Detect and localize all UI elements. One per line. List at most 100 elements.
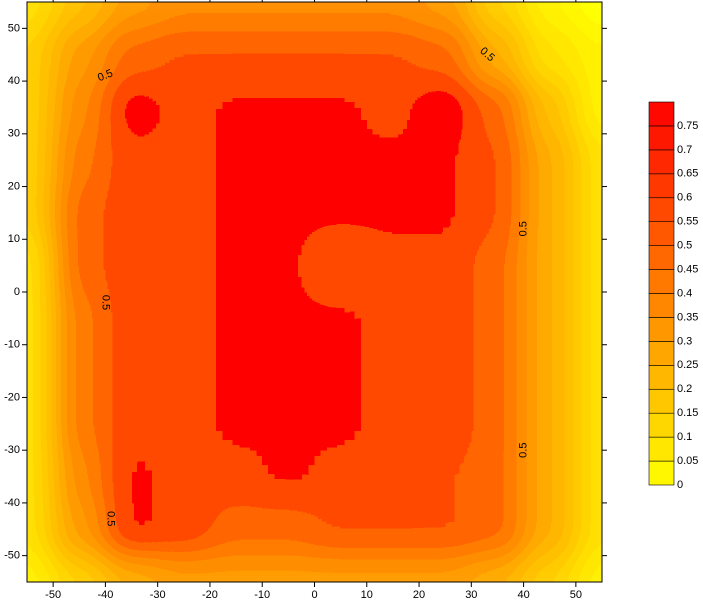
field-cell: [53, 239, 106, 293]
field-cell: [105, 2, 159, 29]
field-cell: [157, 186, 211, 240]
field-cell: [575, 292, 602, 346]
field-cell: [471, 133, 525, 188]
field-cell: [575, 450, 602, 504]
field-cell: [523, 397, 577, 451]
field-cell: [419, 555, 472, 582]
field-cell: [27, 292, 54, 346]
colorbar-box: [648, 436, 675, 462]
colorbar-label: 0.05: [677, 455, 698, 467]
colorbar-box: [648, 269, 675, 294]
colorbar-box: [648, 293, 675, 318]
field-cell: [105, 186, 159, 240]
field-cell: [471, 239, 525, 293]
field-cell: [209, 186, 263, 240]
field-cell: [53, 555, 106, 582]
y-tick-label: 40: [8, 75, 20, 87]
field-cell: [575, 133, 602, 188]
field-cell: [314, 344, 368, 398]
x-tick-label: -10: [254, 589, 270, 601]
field-cell: [471, 555, 525, 582]
field-cell: [262, 2, 315, 29]
field-cell: [157, 81, 211, 135]
field-cell: [53, 81, 106, 135]
colorbar-box: [648, 149, 675, 175]
colorbar-box: [648, 245, 675, 270]
field-cell: [523, 555, 577, 582]
field-cell: [209, 502, 263, 557]
field-cell: [27, 502, 54, 557]
x-tick-label: 50: [570, 589, 582, 601]
colorbar-box: [648, 341, 675, 366]
field-cell: [523, 239, 577, 293]
field-cell: [105, 28, 159, 82]
field-cell: [523, 292, 577, 346]
field-cell: [27, 397, 54, 451]
field-cell: [471, 2, 525, 29]
x-tick-label: 10: [361, 589, 373, 601]
contour-label: 0.5: [517, 443, 529, 458]
field-cell: [471, 450, 525, 504]
field-cell: [314, 28, 368, 82]
y-tick-label: 20: [8, 180, 20, 192]
colorbar-box: [648, 101, 675, 127]
field-cell: [53, 2, 106, 29]
field-cell: [157, 239, 211, 293]
field-cell: [157, 502, 211, 557]
field-cell: [314, 81, 368, 135]
field-cell: [157, 555, 211, 582]
field-cell: [209, 28, 263, 82]
colorbar-label: 0.45: [677, 263, 698, 275]
colorbar-label: 0.75: [677, 120, 698, 132]
field-cell: [105, 502, 159, 557]
field-cell: [105, 450, 159, 504]
y-tick-label: -40: [4, 497, 20, 509]
field-cell: [105, 555, 159, 582]
colorbar-box: [648, 197, 675, 222]
field-cell: [471, 344, 525, 398]
y-tick-label: -10: [4, 339, 20, 351]
field-cell: [105, 292, 159, 346]
y-tick-label: -50: [4, 550, 20, 562]
field-cell: [209, 292, 263, 346]
colorbar-label: 0.1: [677, 431, 692, 443]
field-cell: [262, 344, 315, 398]
field-cell: [53, 450, 106, 504]
field-cell: [105, 239, 159, 293]
colorbar-label: 0.3: [677, 335, 692, 347]
field-cell: [157, 397, 211, 451]
field-cell: [575, 344, 602, 398]
colorbar-box: [648, 412, 675, 438]
field-cell: [419, 239, 472, 293]
x-tick-label: -30: [150, 589, 166, 601]
y-tick-label: -30: [4, 444, 20, 456]
x-tick-label: 40: [517, 589, 529, 601]
field-cell: [314, 397, 368, 451]
colorbar-label: 0.15: [677, 407, 698, 419]
field-cell: [471, 186, 525, 240]
field-cell: [262, 239, 315, 293]
field-cell: [105, 81, 159, 135]
field-cell: [575, 397, 602, 451]
field-cell: [262, 450, 315, 504]
field-cell: [157, 28, 211, 82]
field-cell: [209, 239, 263, 293]
field-cell: [523, 450, 577, 504]
colorbar-box: [648, 388, 675, 414]
field-cell: [209, 2, 263, 29]
field-cell: [419, 186, 472, 240]
colorbar-label: 0: [677, 479, 683, 491]
field-cell: [366, 555, 420, 582]
contour-field: [27, 2, 602, 582]
contour-label: 0.5: [96, 67, 115, 84]
field-cell: [209, 555, 263, 582]
field-cell: [366, 502, 420, 557]
contour-label: 0.5: [105, 511, 117, 526]
field-cell: [53, 28, 106, 82]
colorbar-label: 0.65: [677, 168, 698, 180]
field-cell: [471, 397, 525, 451]
field-cell: [157, 2, 211, 29]
field-cell: [419, 81, 472, 135]
field-cell: [366, 450, 420, 504]
